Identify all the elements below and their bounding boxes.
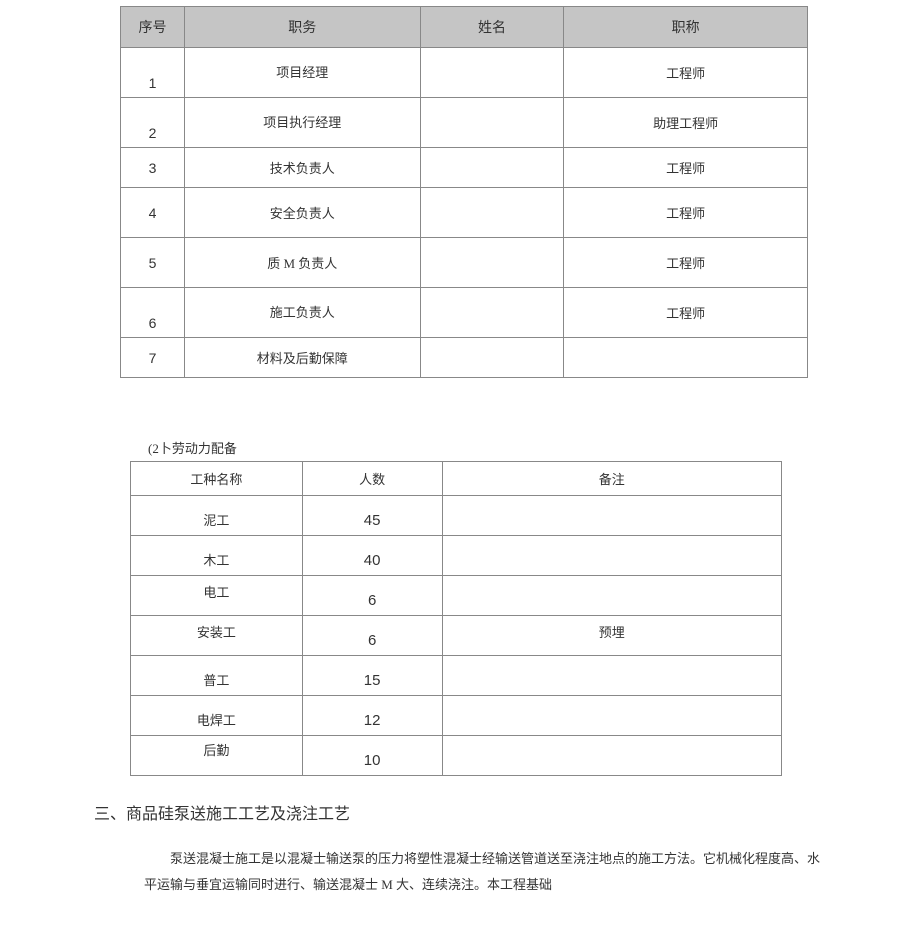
cell-name — [420, 48, 564, 98]
cell-seq: 2 — [121, 98, 185, 148]
cell-seq: 4 — [121, 188, 185, 238]
cell-name — [420, 148, 564, 188]
personnel-table: 序号 职务 姓名 职称 1 项目经理 工程师 2 项目执行经理 助理工程师 3 … — [120, 6, 808, 378]
cell-count: 15 — [302, 656, 442, 696]
cell-seq: 7 — [121, 338, 185, 378]
table-row: 普工 15 — [131, 656, 782, 696]
cell-note — [442, 576, 781, 616]
col-note-header: 备注 — [442, 462, 781, 496]
cell-seq: 1 — [121, 48, 185, 98]
cell-role: 安全负责人 — [184, 188, 420, 238]
cell-type: 泥工 — [131, 496, 303, 536]
cell-title — [564, 338, 808, 378]
cell-name — [420, 98, 564, 148]
cell-role: 技术负责人 — [184, 148, 420, 188]
cell-count: 6 — [302, 616, 442, 656]
cell-note — [442, 496, 781, 536]
cell-title: 助理工程师 — [564, 98, 808, 148]
section-heading: 三、商品硅泵送施工工艺及浇注工艺 — [94, 800, 920, 824]
cell-seq: 5 — [121, 238, 185, 288]
table-row: 1 项目经理 工程师 — [121, 48, 808, 98]
table-row: 木工 40 — [131, 536, 782, 576]
cell-type: 电焊工 — [131, 696, 303, 736]
cell-name — [420, 288, 564, 338]
cell-role: 项目执行经理 — [184, 98, 420, 148]
cell-count: 40 — [302, 536, 442, 576]
table-row: 6 施工负责人 工程师 — [121, 288, 808, 338]
table-row: 7 材料及后勤保障 — [121, 338, 808, 378]
cell-seq: 6 — [121, 288, 185, 338]
table-row: 3 技术负责人 工程师 — [121, 148, 808, 188]
cell-title: 工程师 — [564, 188, 808, 238]
cell-count: 6 — [302, 576, 442, 616]
cell-type: 安装工 — [131, 616, 303, 656]
table-row: 电焊工 12 — [131, 696, 782, 736]
table-row: 2 项目执行经理 助理工程师 — [121, 98, 808, 148]
table-row: 4 安全负责人 工程师 — [121, 188, 808, 238]
cell-title: 工程师 — [564, 48, 808, 98]
cell-name — [420, 188, 564, 238]
cell-count: 10 — [302, 736, 442, 776]
table-row: 后勤 10 — [131, 736, 782, 776]
col-role-header: 职务 — [184, 7, 420, 48]
cell-count: 12 — [302, 696, 442, 736]
cell-type: 木工 — [131, 536, 303, 576]
table-row: 电工 6 — [131, 576, 782, 616]
cell-role: 材料及后勤保障 — [184, 338, 420, 378]
cell-title: 工程师 — [564, 148, 808, 188]
cell-name — [420, 238, 564, 288]
cell-type: 电工 — [131, 576, 303, 616]
col-count-header: 人数 — [302, 462, 442, 496]
table-row: 5 质 M 负责人 工程师 — [121, 238, 808, 288]
cell-note — [442, 736, 781, 776]
cell-title: 工程师 — [564, 288, 808, 338]
labor-table: 工种名称 人数 备注 泥工 45 木工 40 电工 6 安装工 — [130, 461, 782, 776]
cell-role: 质 M 负责人 — [184, 238, 420, 288]
section-labor-label: (2卜劳动力配备 — [148, 438, 920, 457]
cell-role: 项目经理 — [184, 48, 420, 98]
cell-type: 普工 — [131, 656, 303, 696]
cell-note — [442, 536, 781, 576]
cell-seq: 3 — [121, 148, 185, 188]
table-header-row: 序号 职务 姓名 职称 — [121, 7, 808, 48]
col-title-header: 职称 — [564, 7, 808, 48]
table-header-row: 工种名称 人数 备注 — [131, 462, 782, 496]
cell-note — [442, 696, 781, 736]
table-row: 安装工 6 预埋 — [131, 616, 782, 656]
cell-name — [420, 338, 564, 378]
col-seq-header: 序号 — [121, 7, 185, 48]
table-row: 泥工 45 — [131, 496, 782, 536]
body-paragraph: 泵送混凝士施工是以混凝士输送泵的压力将塑性混凝士经输送管道送至浇注地点的施工方法… — [144, 846, 820, 898]
cell-count: 45 — [302, 496, 442, 536]
col-type-header: 工种名称 — [131, 462, 303, 496]
cell-note: 预埋 — [442, 616, 781, 656]
cell-type: 后勤 — [131, 736, 303, 776]
cell-role: 施工负责人 — [184, 288, 420, 338]
cell-note — [442, 656, 781, 696]
col-name-header: 姓名 — [420, 7, 564, 48]
cell-title: 工程师 — [564, 238, 808, 288]
